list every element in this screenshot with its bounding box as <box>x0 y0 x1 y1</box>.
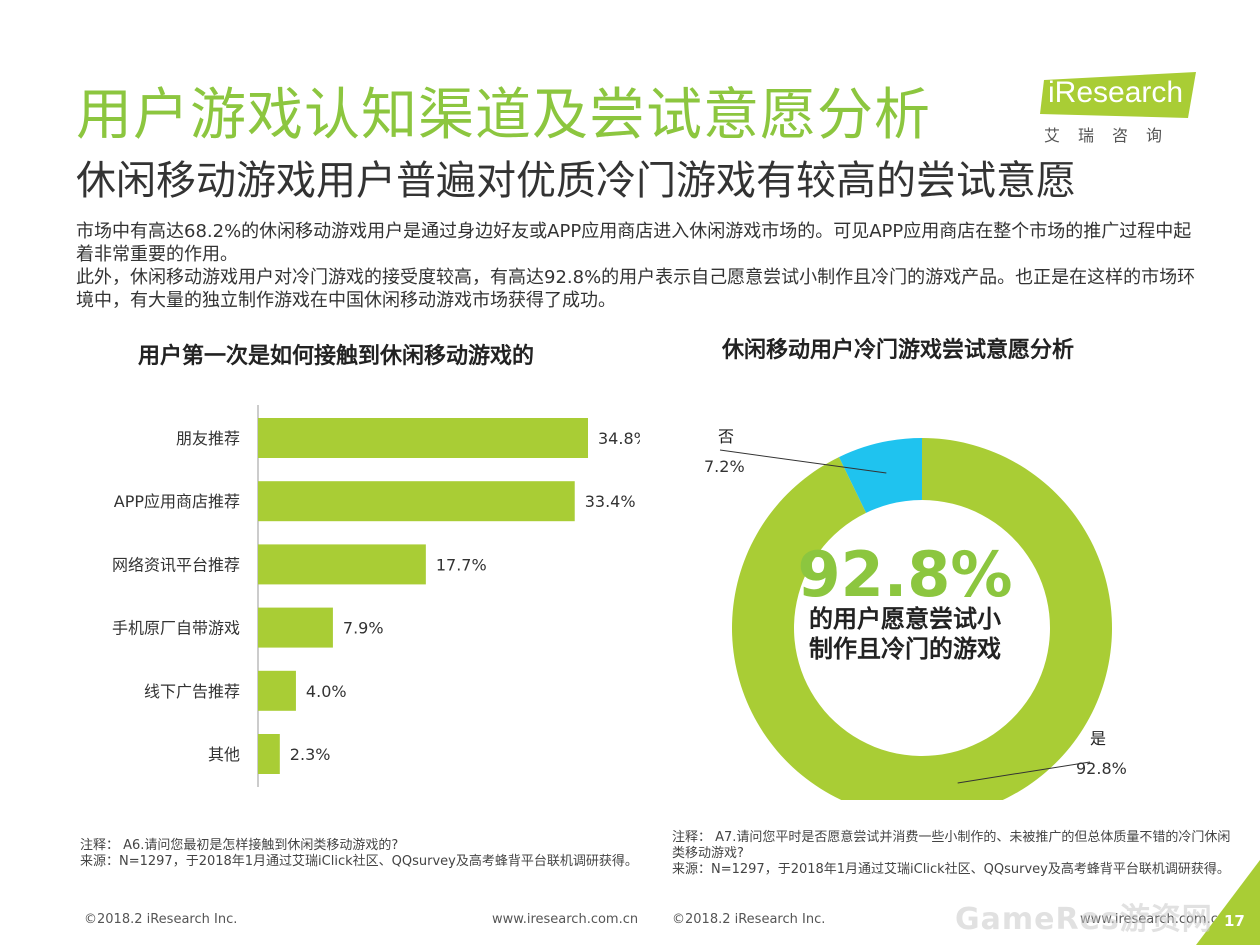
bar-2 <box>258 544 426 585</box>
bar-chart: 朋友推荐 34.8% APP应用商店推荐 33.4% 网络资讯平台推荐 17.7% 手机原厂… <box>112 405 640 787</box>
note-left-source: 来源：N=1297，于2018年1月通过艾瑞iClick社区、QQsurvey及… <box>80 854 638 869</box>
logo-banner-shape <box>1040 72 1196 118</box>
donut-category-label: 否 <box>718 427 734 446</box>
donut-slice-1 <box>732 438 1112 800</box>
bar-value-label: 34.8% <box>598 429 640 448</box>
iresearch-logo: iResearch 艾瑞咨询 <box>1040 66 1200 146</box>
bar-category-label: 线下广告推荐 <box>144 682 240 701</box>
bar-4 <box>258 670 296 711</box>
footer-url-right[interactable]: www.iresearch.com.cn <box>1080 912 1227 927</box>
donut-center-value: 92.8% <box>797 538 1013 611</box>
bar-3 <box>258 607 333 648</box>
footer-url-left[interactable]: www.iresearch.com.cn <box>492 912 639 927</box>
bar-category-label: APP应用商店推荐 <box>114 492 240 511</box>
donut-leader-line <box>719 449 887 474</box>
note-right-question: 注释： A7.请问您平时是否愿意尝试并消费一些小制作的、未被推广的但总体质量不错… <box>672 830 1231 861</box>
logo-subtitle: 艾瑞咨询 <box>1044 126 1181 145</box>
donut-category-label: 是 <box>1090 729 1106 748</box>
page-title: 用户游戏认知渠道及尝试意愿分析 <box>76 83 931 148</box>
note-right-source: 来源：N=1297，于2018年1月通过艾瑞iClick社区、QQsurvey及… <box>672 862 1230 877</box>
bar-category-label: 网络资讯平台推荐 <box>112 555 240 574</box>
bar-1 <box>258 481 575 522</box>
donut-chart: 否 7.2% 是 92.8% <box>704 427 1127 800</box>
donut-slice-0 <box>838 438 922 513</box>
intro-text: 市场中有高达68.2%的休闲移动游戏用户是通过身边好友或APP应用商店进入休闲游… <box>76 220 1196 312</box>
note-right: 注释： A7.请问您平时是否愿意尝试并消费一些小制作的、未被推广的但总体质量不错… <box>672 830 1232 878</box>
note-left: 注释： A6.请问您最初是怎样接触到休闲类移动游戏的? 来源：N=1297，于2… <box>80 838 640 870</box>
bar-category-label: 手机原厂自带游戏 <box>112 619 240 638</box>
bar-chart-title: 用户第一次是如何接触到休闲移动游戏的 <box>138 344 535 369</box>
donut-value-label: 7.2% <box>704 457 745 476</box>
footer-copyright-right: ©2018.2 iResearch Inc. <box>672 912 826 927</box>
watermark: GameRes游资网 <box>955 902 1213 937</box>
bar-value-label: 33.4% <box>585 492 636 511</box>
intro-paragraph-2: 此外，休闲移动游戏用户对冷门游戏的接受度较高，有高达92.8%的用户表示自己愿意… <box>76 267 1196 311</box>
donut-leader-line <box>957 761 1091 784</box>
bar-value-label: 4.0% <box>306 682 347 701</box>
bar-value-label: 2.3% <box>290 745 331 764</box>
donut-value-label: 92.8% <box>1076 759 1127 778</box>
logo-brand: iResearch <box>1048 76 1184 109</box>
bar-0 <box>258 418 588 458</box>
donut-chart-title: 休闲移动用户冷门游戏尝试意愿分析 <box>722 338 1075 363</box>
page-subtitle: 休闲移动游戏用户普遍对优质冷门游戏有较高的尝试意愿 <box>76 158 1076 204</box>
bar-value-label: 7.9% <box>343 619 384 638</box>
bar-value-label: 17.7% <box>436 555 487 574</box>
bar-5 <box>258 734 280 774</box>
footer-copyright-left: ©2018.2 iResearch Inc. <box>84 912 238 927</box>
note-left-question: 注释： A6.请问您最初是怎样接触到休闲类移动游戏的? <box>80 838 399 853</box>
bar-category-label: 朋友推荐 <box>176 429 240 448</box>
donut-center-text: 的用户愿意尝试小制作且冷门的游戏 <box>809 605 1001 663</box>
intro-paragraph-1: 市场中有高达68.2%的休闲移动游戏用户是通过身边好友或APP应用商店进入休闲游… <box>76 221 1192 265</box>
bar-category-label: 其他 <box>208 745 240 764</box>
corner-triangle <box>1196 860 1260 945</box>
page-number: 17 <box>1224 912 1245 930</box>
